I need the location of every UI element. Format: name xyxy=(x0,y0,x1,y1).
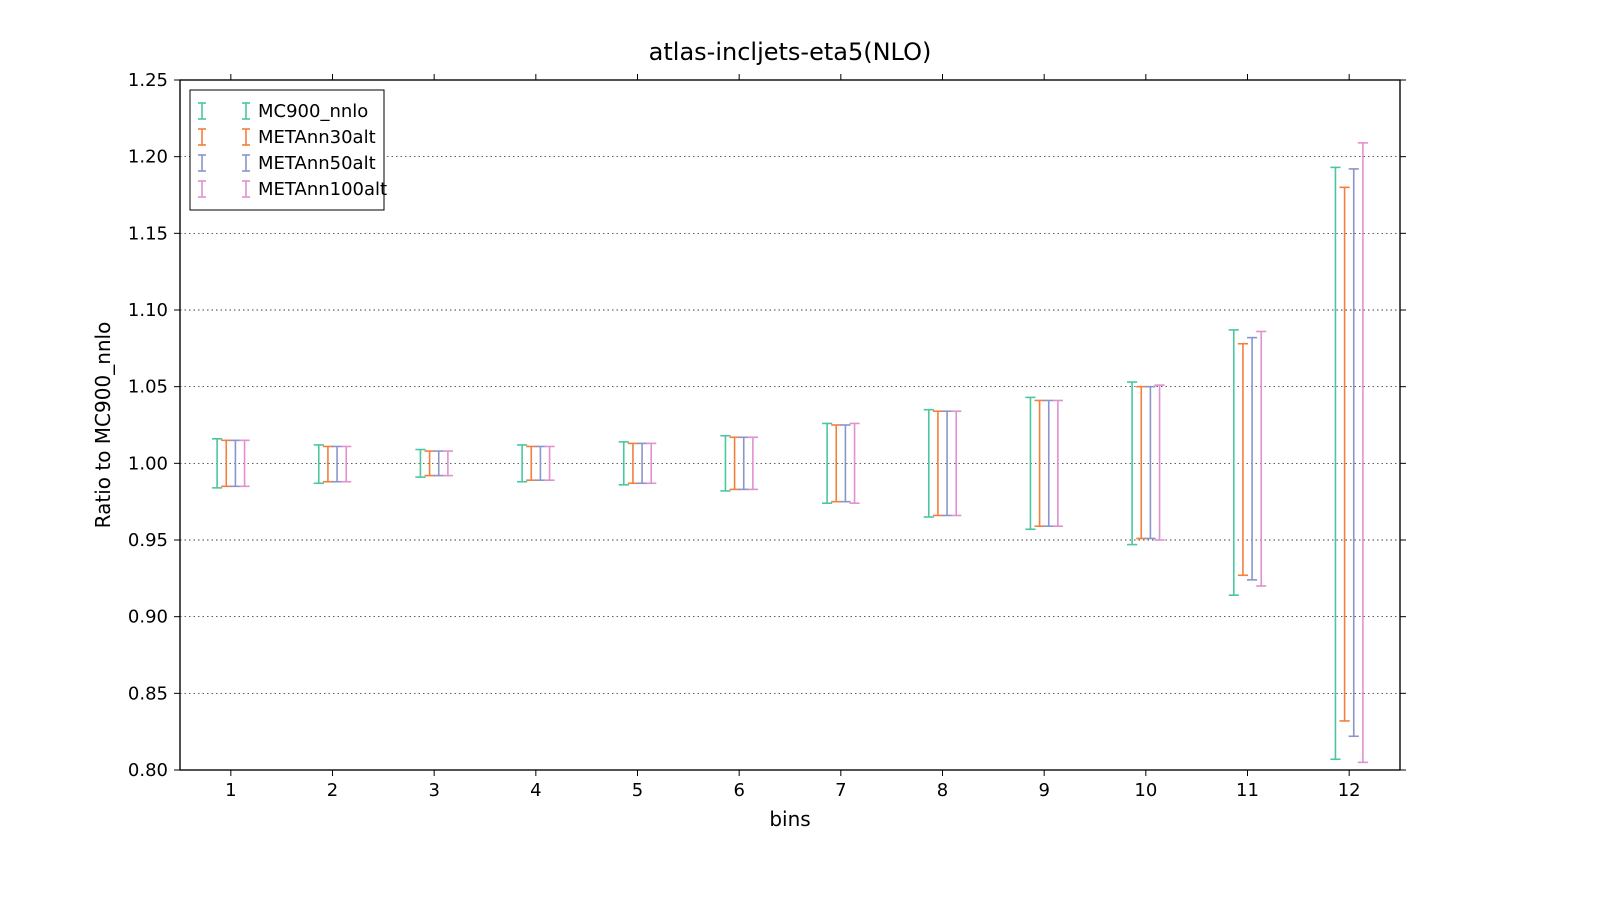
xtick-label: 11 xyxy=(1236,780,1259,801)
ytick-label: 0.85 xyxy=(128,683,168,704)
chart-title: atlas-incljets-eta5(NLO) xyxy=(649,38,932,66)
xtick-label: 10 xyxy=(1134,780,1157,801)
ytick-label: 1.10 xyxy=(128,300,168,321)
ytick-label: 0.95 xyxy=(128,530,168,551)
y-axis-label: Ratio to MC900_nnlo xyxy=(91,322,115,529)
xtick-label: 2 xyxy=(327,780,338,801)
ytick-label: 1.20 xyxy=(128,147,168,168)
chart-container: 0.80 0.85 0.90 0.95 1.00 1.05 1.10 1.15 1.20 1.25… xyxy=(0,0,1600,900)
ytick-label: 1.00 xyxy=(128,453,168,474)
ytick-label: 1.15 xyxy=(128,223,168,244)
legend: MC900_nnlo METAnn30alt METAnn50alt METAnn10… xyxy=(190,90,387,210)
xtick-label: 12 xyxy=(1338,780,1361,801)
xtick-label: 7 xyxy=(835,780,846,801)
xtick-label: 5 xyxy=(632,780,643,801)
xtick-label: 9 xyxy=(1038,780,1049,801)
legend-label: MC900_nnlo xyxy=(258,101,368,122)
xtick-label: 3 xyxy=(428,780,439,801)
legend-label: METAnn100alt xyxy=(258,179,387,200)
ytick-label: 0.90 xyxy=(128,607,168,628)
legend-label: METAnn30alt xyxy=(258,127,376,148)
x-axis-label: bins xyxy=(769,807,810,831)
xtick-label: 1 xyxy=(225,780,236,801)
xtick-label: 4 xyxy=(530,780,541,801)
legend-label: METAnn50alt xyxy=(258,153,376,174)
xtick-label: 8 xyxy=(937,780,948,801)
xtick-label: 6 xyxy=(733,780,744,801)
ytick-label: 1.25 xyxy=(128,70,168,91)
errorbar-chart: 0.80 0.85 0.90 0.95 1.00 1.05 1.10 1.15 1.20 1.25… xyxy=(0,0,1600,900)
ytick-label: 1.05 xyxy=(128,377,168,398)
ytick-label: 0.80 xyxy=(128,760,168,781)
